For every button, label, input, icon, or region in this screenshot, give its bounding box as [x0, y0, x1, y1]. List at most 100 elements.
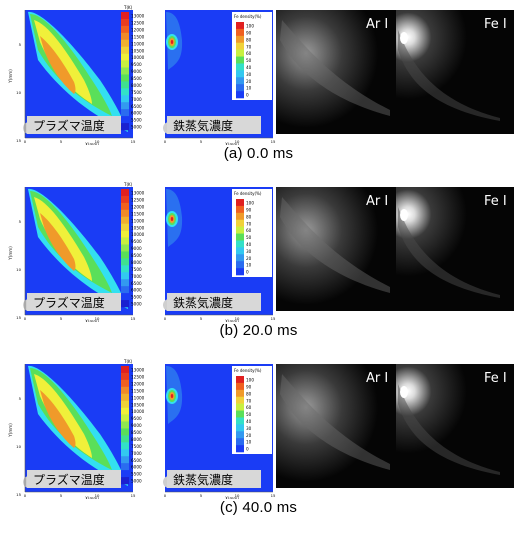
temperature-legend-tick: 10000 [131, 55, 145, 60]
iron-photo-label: Fe I [484, 17, 507, 32]
fe-legend-tick: 80 [246, 37, 252, 42]
argon-photo-label: Ar I [366, 194, 388, 209]
fe-density-unit-label: Fe density(%) [234, 14, 262, 19]
temperature-legend-tick: 9500 [131, 416, 142, 421]
temperature-legend-tick: 5000 [131, 125, 142, 130]
temperature-legend-tick: 11500 [131, 34, 145, 39]
temperature-legend-tick: 9000 [131, 246, 142, 251]
temperature-legend-tick: 7500 [131, 444, 142, 449]
fe-legend-tick: 100 [246, 24, 254, 29]
temperature-legend-tick: 9000 [131, 423, 142, 428]
fe-x-tick: 10 [235, 493, 240, 498]
temperature-legend-tick: 11500 [131, 388, 145, 393]
temperature-legend-tick: 6500 [131, 104, 142, 109]
fe-x-tick: 0 [164, 316, 167, 321]
figure-row: T(K) 13000 12500 12000 11500 11000 10500 10000 9… [0, 177, 517, 355]
temperature-legend-tick: 5500 [131, 118, 142, 123]
fe-x-tick: 5 [200, 139, 203, 144]
temperature-legend-tick: 6500 [131, 458, 142, 463]
temperature-legend-tick: 6000 [131, 111, 142, 116]
fe-density-unit-label: Fe density(%) [234, 368, 262, 373]
fe-legend-tick: 40 [246, 419, 252, 424]
fe-legend-tick: 20 [246, 79, 252, 84]
fe-legend-tick: 10 [246, 263, 252, 268]
temperature-y-tick: 10 [16, 444, 21, 449]
temperature-legend-tick: 5500 [131, 295, 142, 300]
fe-legend-tick: 0 [246, 93, 249, 98]
fe-x-tick: 10 [235, 316, 240, 321]
fe-x-tick: 0 [164, 493, 167, 498]
fe-legend-tick: 40 [246, 65, 252, 70]
temperature-x-tick: 10 [95, 316, 100, 321]
temperature-y-tick: 15 [16, 138, 21, 143]
temperature-legend-tick: 8500 [131, 76, 142, 81]
argon-emission-photo [276, 187, 396, 311]
argon-emission-photo [276, 10, 396, 134]
fe-legend-tick: 100 [246, 378, 254, 383]
fe-x-tick: 0 [164, 139, 167, 144]
temperature-legend-tick: 12000 [131, 204, 145, 209]
temperature-legend-tick: 7000 [131, 274, 142, 279]
temperature-x-tick: 15 [131, 139, 136, 144]
temperature-legend-tick: 11000 [131, 395, 145, 400]
temperature-x-tick: 5 [60, 139, 63, 144]
temperature-y-tick: 15 [16, 492, 21, 497]
temperature-legend-tick: 12500 [131, 20, 145, 25]
fe-panel-label: 鉄蒸気濃度 [173, 118, 233, 133]
fe-legend-tick: 50 [246, 235, 252, 240]
temperature-x-tick: 5 [60, 493, 63, 498]
fe-x-axis-label: X(mm) [225, 496, 239, 499]
fe-legend-tick: 60 [246, 228, 252, 233]
temperature-y-tick: 10 [16, 267, 21, 272]
fe-density-unit-label: Fe density(%) [234, 191, 262, 196]
fe-legend-tick: 70 [246, 398, 252, 403]
figure-row: T(K) 13000 12500 12000 11500 11000 10500 10000 9… [0, 354, 517, 532]
temperature-legend-tick: 7000 [131, 451, 142, 456]
temperature-unit-label: T(K) [123, 5, 133, 10]
temperature-legend-tick: 11500 [131, 211, 145, 216]
fe-density-panel: Fe density(%)1009080706050403020100鉄蒸気濃度… [163, 187, 276, 324]
fe-legend-tick: 30 [246, 426, 252, 431]
temperature-legend-tick: 8500 [131, 253, 142, 258]
fe-legend-tick: 60 [246, 51, 252, 56]
temperature-legend-tick: 11000 [131, 218, 145, 223]
fe-legend-tick: 90 [246, 384, 252, 389]
fe-legend-tick: 10 [246, 86, 252, 91]
fe-legend-tick: 50 [246, 58, 252, 63]
temperature-legend-tick: 12500 [131, 374, 145, 379]
temperature-y-tick: 5 [19, 396, 22, 401]
fe-legend-tick: 10 [246, 440, 252, 445]
row-caption: (c) 40.0 ms [219, 499, 298, 516]
fe-legend-tick: 80 [246, 391, 252, 396]
temperature-legend-tick: 10500 [131, 225, 145, 230]
temperature-legend-tick: 9500 [131, 62, 142, 67]
temperature-y-tick: 10 [16, 90, 21, 95]
temperature-panel-label: プラズマ温度 [33, 295, 105, 310]
fe-x-tick: 15 [271, 493, 276, 498]
fe-x-tick: 15 [271, 316, 276, 321]
temperature-y-tick: 5 [19, 219, 22, 224]
fe-x-axis-label: X(mm) [225, 319, 239, 322]
temperature-legend-tick: 12000 [131, 27, 145, 32]
spectral-photos: Ar I Fe I [276, 10, 514, 134]
fe-legend-tick: 30 [246, 249, 252, 254]
temperature-legend-tick: 10500 [131, 48, 145, 53]
simulation-and-photo-panels: T(K)130001250012000115001100010500100009… [8, 5, 514, 147]
fe-x-axis-label: X(mm) [225, 142, 239, 145]
temperature-x-axis-label: X(mm) [85, 496, 99, 499]
temperature-legend-tick: 5000 [131, 479, 142, 484]
fe-panel-label: 鉄蒸気濃度 [173, 295, 233, 310]
temperature-panel-label: プラズマ温度 [33, 118, 105, 133]
temperature-legend-tick: 5500 [131, 472, 142, 477]
fe-density-panel: Fe density(%)1009080706050403020100鉄蒸気濃度… [163, 364, 276, 501]
temperature-legend-tick: 6000 [131, 465, 142, 470]
simulation-and-photo-panels: T(K)130001250012000115001100010500100009… [8, 182, 514, 324]
temperature-legend-tick: 10000 [131, 232, 145, 237]
temperature-x-axis-label: X(mm) [85, 142, 99, 145]
fe-legend-tick: 90 [246, 30, 252, 35]
fe-legend-tick: 20 [246, 256, 252, 261]
iron-photo-label: Fe I [484, 371, 507, 386]
temperature-x-tick: 10 [95, 493, 100, 498]
fe-legend-tick: 0 [246, 270, 249, 275]
